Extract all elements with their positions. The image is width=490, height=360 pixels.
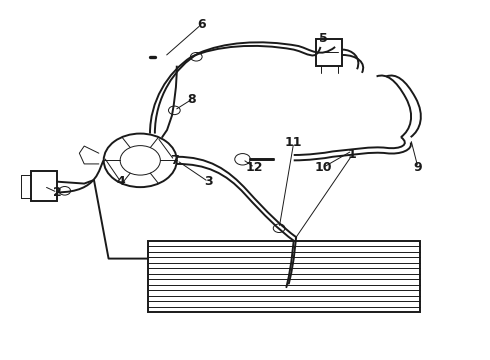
Text: 12: 12	[246, 161, 264, 174]
Text: 6: 6	[197, 18, 205, 31]
Text: 8: 8	[187, 93, 196, 106]
Text: 5: 5	[318, 32, 327, 45]
Text: 11: 11	[285, 136, 302, 149]
Text: 4: 4	[117, 175, 125, 188]
Bar	[30, 171, 57, 202]
Bar	[147, 241, 420, 312]
Text: 3: 3	[204, 175, 213, 188]
Bar	[316, 39, 343, 66]
Text: 9: 9	[414, 161, 422, 174]
Text: 10: 10	[314, 161, 332, 174]
Text: 2: 2	[53, 186, 62, 199]
Text: 1: 1	[348, 148, 357, 162]
Text: 7: 7	[170, 154, 179, 167]
